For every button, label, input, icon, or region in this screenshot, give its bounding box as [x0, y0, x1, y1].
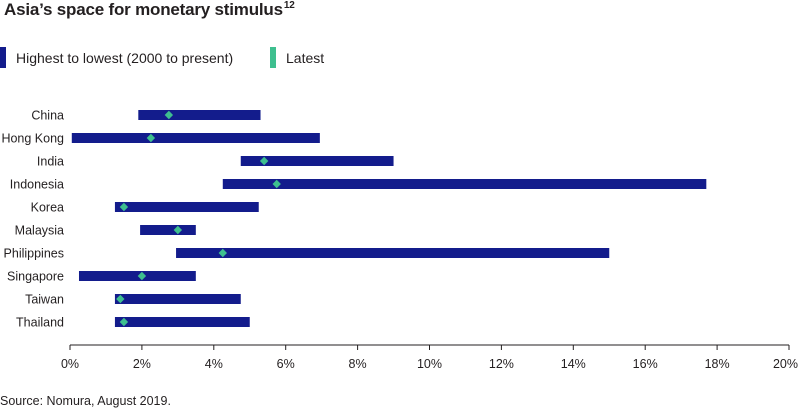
latest-marker-china	[164, 110, 174, 120]
latest-marker-indonesia	[272, 179, 281, 189]
legend-swatch-latest	[270, 47, 276, 68]
x-tick-label: 6%	[277, 357, 295, 371]
legend-swatch-range	[0, 47, 6, 68]
x-tick-label: 8%	[349, 357, 367, 371]
range-bar-china	[138, 110, 261, 120]
title-footnote: 12	[283, 0, 295, 11]
latest-marker-singapore	[137, 271, 147, 281]
x-tick-label: 18%	[705, 357, 730, 371]
category-labels: China Hong Kong India Indonesia Korea Malaysi…	[1, 109, 64, 330]
chart-title: Asia’s space for monetary stimulus12	[4, 0, 295, 19]
category-label-singapore: Singapore	[7, 270, 64, 284]
range-bar-korea	[114, 202, 259, 212]
category-label-thailand: Thailand	[16, 316, 64, 330]
category-label-china: China	[31, 109, 64, 123]
x-tick-label: 2%	[133, 357, 151, 371]
legend-item-latest: Latest	[270, 47, 324, 68]
category-label-indonesia: Indonesia	[10, 178, 64, 192]
latest-marker-hong-kong	[146, 133, 156, 143]
x-tick-label: 10%	[417, 357, 442, 371]
category-label-malaysia: Malaysia	[15, 224, 64, 238]
latest-marker-taiwan	[116, 294, 125, 304]
range-bar-indonesia	[222, 179, 707, 189]
latest-marker-malaysia	[173, 225, 183, 235]
latest-marker-korea	[119, 202, 129, 212]
source-note: Source: Nomura, August 2019.	[0, 394, 171, 408]
latest-markers	[116, 110, 281, 327]
x-tick-label: 4%	[205, 357, 223, 371]
range-bar-taiwan	[114, 294, 241, 304]
category-label-philippines: Philippines	[4, 247, 64, 261]
range-bar-singapore	[78, 271, 196, 281]
x-tick-label: 14%	[561, 357, 586, 371]
range-bar-malaysia	[140, 225, 196, 235]
category-label-korea: Korea	[31, 201, 64, 215]
legend-item-range: Highest to lowest (2000 to present)	[0, 47, 233, 68]
legend-label-latest: Latest	[286, 49, 325, 66]
x-tick-label: 16%	[633, 357, 658, 371]
category-label-taiwan: Taiwan	[25, 293, 64, 307]
x-tick-label: 12%	[489, 357, 514, 371]
x-tick-label: 0%	[61, 357, 79, 371]
latest-marker-india	[259, 156, 269, 166]
latest-marker-philippines	[218, 248, 227, 258]
range-bar-hong-kong	[71, 133, 320, 143]
latest-marker-thailand	[119, 317, 129, 327]
range-bars	[71, 110, 707, 327]
legend-label-range: Highest to lowest (2000 to present)	[16, 49, 234, 66]
x-tick-label: 20%	[773, 357, 798, 371]
x-axis: 0% 2% 4% 6% 8% 10% 12% 14% 16% 18% 20%	[61, 344, 798, 371]
range-bar-india	[240, 156, 394, 166]
category-label-hong-kong: Hong Kong	[1, 132, 64, 146]
category-label-india: India	[37, 155, 64, 169]
range-bar-philippines	[176, 248, 610, 258]
range-bar-thailand	[114, 317, 250, 327]
